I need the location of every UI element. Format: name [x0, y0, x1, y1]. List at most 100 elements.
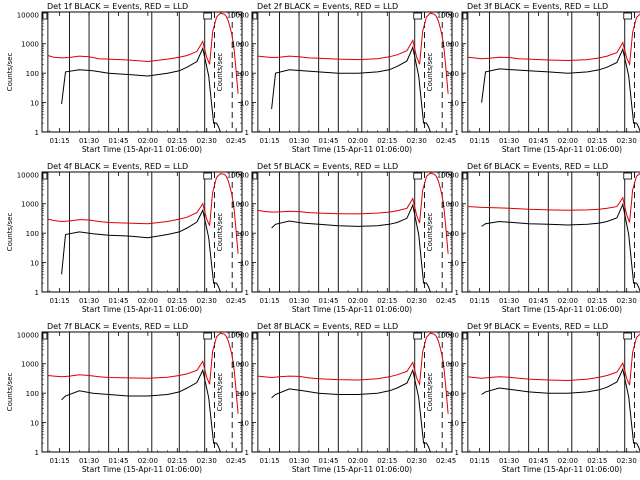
x-tick-label: 02:45	[226, 297, 246, 305]
series-group	[47, 173, 239, 292]
y-tick-label: 1	[245, 449, 249, 457]
y-axis-label: Counts/sec	[6, 53, 14, 92]
panel-title: Det 2f BLACK = Events, RED = LLD	[257, 2, 398, 11]
interval-box	[42, 12, 48, 20]
x-axis-label: Start Time (15-Apr-11 01:06:00)	[82, 145, 202, 154]
events-series-line	[271, 45, 449, 132]
interval-box	[203, 172, 213, 180]
interval-box	[252, 332, 258, 340]
lld-series-line	[467, 333, 640, 386]
y-tick-label: 1000	[441, 41, 459, 49]
lld-series-line	[47, 332, 239, 414]
x-tick-label: 02:00	[138, 297, 158, 305]
x-tick-label: 01:30	[289, 137, 309, 145]
x-axis-label: Start Time (15-Apr-11 01:06:00)	[82, 465, 202, 474]
y-tick-label: 1	[455, 449, 459, 457]
y-tick-label: 100	[236, 230, 249, 238]
x-axis-label: Start Time (15-Apr-11 01:06:00)	[292, 145, 412, 154]
detector-panel-8: Det 8f BLACK = Events, RED = LLD11010010…	[216, 322, 456, 474]
y-tick-label: 10	[30, 100, 39, 108]
y-tick-label: 100	[446, 390, 459, 398]
x-tick-label: 02:15	[587, 457, 607, 465]
x-tick-label: 01:45	[528, 297, 548, 305]
panel-title: Det 3f BLACK = Events, RED = LLD	[467, 2, 608, 11]
x-tick-label: 02:30	[407, 457, 427, 465]
events-series-line	[61, 208, 239, 292]
x-tick-label: 02:45	[226, 457, 246, 465]
events-series-line	[61, 46, 239, 132]
y-tick-label: 100	[26, 230, 39, 238]
y-tick-label: 1	[245, 129, 249, 137]
events-series-line	[481, 367, 640, 452]
y-tick-label: 1000	[231, 41, 249, 49]
x-axis-label: Start Time (15-Apr-11 01:06:00)	[502, 465, 622, 474]
x-tick-label: 01:30	[289, 457, 309, 465]
plot-frame	[41, 11, 243, 133]
interval-box	[42, 172, 48, 180]
y-tick-label: 10000	[17, 331, 39, 339]
panel-title: Det 8f BLACK = Events, RED = LLD	[257, 322, 398, 331]
y-tick-label: 1	[455, 289, 459, 297]
x-tick-label: 01:30	[499, 137, 519, 145]
events-series-line	[481, 47, 640, 132]
x-axis-label: Start Time (15-Apr-11 01:06:00)	[292, 305, 412, 314]
panel-title: Det 6f BLACK = Events, RED = LLD	[467, 162, 608, 171]
x-tick-label: 02:00	[558, 297, 578, 305]
x-axis-label: Start Time (15-Apr-11 01:06:00)	[82, 305, 202, 314]
detector-panel-7: Det 7f BLACK = Events, RED = LLD11010010…	[6, 322, 246, 474]
x-tick-label: 02:30	[197, 297, 217, 305]
panel-title: Det 1f BLACK = Events, RED = LLD	[47, 2, 188, 11]
interval-box	[413, 12, 423, 20]
interval-box	[203, 332, 213, 340]
y-tick-label: 1	[35, 289, 39, 297]
detector-panel-5: Det 5f BLACK = Events, RED = LLD11010010…	[216, 162, 456, 314]
y-tick-label: 1000	[231, 361, 249, 369]
plot-frame	[41, 331, 243, 453]
x-tick-label: 01:15	[50, 137, 70, 145]
y-axis-label: Counts/sec	[216, 213, 224, 252]
y-tick-label: 10	[450, 420, 459, 428]
y-tick-label: 100	[26, 390, 39, 398]
plot-frame	[251, 331, 453, 453]
y-tick-label: 100	[446, 230, 459, 238]
x-tick-label: 02:00	[138, 457, 158, 465]
x-tick-label: 02:00	[348, 457, 368, 465]
lld-series-line	[47, 12, 239, 94]
series-group	[257, 12, 449, 132]
events-series-line	[61, 368, 239, 452]
interval-box	[42, 332, 48, 340]
x-tick-label: 02:45	[436, 457, 456, 465]
y-tick-label: 1	[35, 129, 39, 137]
series-group	[257, 332, 449, 452]
x-tick-label: 02:30	[407, 297, 427, 305]
series-group	[47, 12, 239, 132]
y-axis-label: Counts/sec	[216, 373, 224, 412]
x-tick-label: 01:45	[318, 457, 338, 465]
x-tick-label: 01:30	[499, 457, 519, 465]
x-tick-label: 02:00	[558, 457, 578, 465]
x-tick-label: 01:45	[318, 297, 338, 305]
detector-panel-3: Det 3f BLACK = Events, RED = LLD 1 10 100 10…	[426, 2, 640, 154]
x-tick-label: 02:00	[558, 137, 578, 145]
y-tick-label: 10000	[437, 331, 459, 339]
interval-box	[623, 12, 633, 20]
y-tick-label: 10000	[227, 11, 249, 19]
x-tick-label: 02:30	[617, 137, 637, 145]
x-tick-label: 01:30	[499, 297, 519, 305]
y-tick-label: 10000	[437, 11, 459, 19]
y-tick-label: 10	[240, 420, 249, 428]
y-tick-label: 10	[450, 100, 459, 108]
x-tick-label: 01:30	[79, 137, 99, 145]
x-tick-label: 01:45	[318, 137, 338, 145]
x-axis-label: Start Time (15-Apr-11 01:06:00)	[502, 145, 622, 154]
x-tick-label: 02:00	[348, 297, 368, 305]
y-tick-label: 10	[240, 260, 249, 268]
interval-box	[462, 172, 468, 180]
x-tick-label: 02:30	[197, 137, 217, 145]
x-tick-label: 01:45	[528, 457, 548, 465]
y-axis-label: Counts/sec	[6, 373, 14, 412]
y-tick-label: 10	[240, 100, 249, 108]
x-tick-label: 01:15	[470, 457, 490, 465]
x-tick-label: 01:45	[108, 137, 128, 145]
